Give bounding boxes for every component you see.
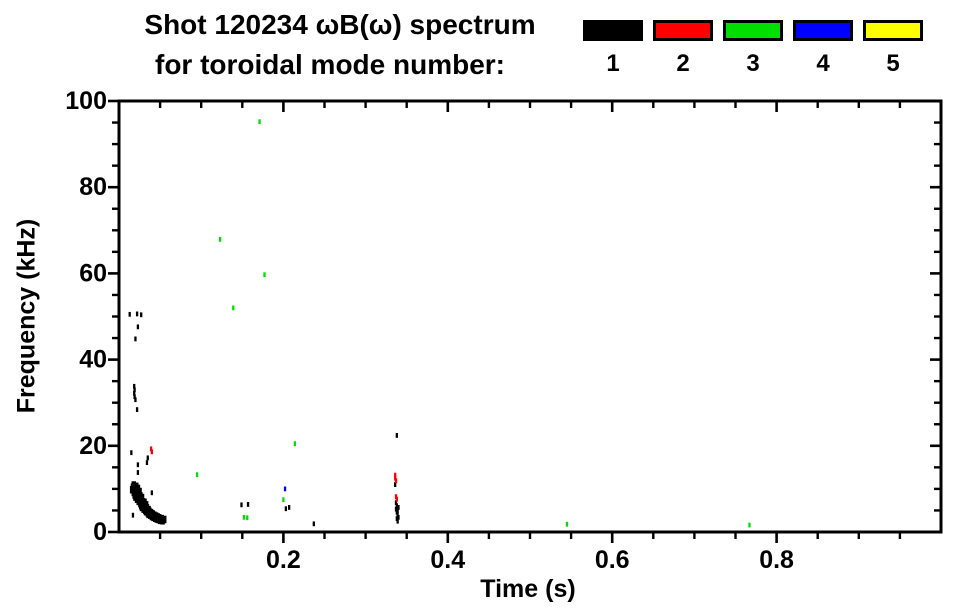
data-point-mode-1 — [140, 312, 143, 318]
data-point-mode-1 — [394, 482, 397, 487]
data-point-mode-4 — [283, 486, 287, 492]
legend-label: 4 — [816, 50, 830, 77]
data-point-mode-2 — [394, 478, 398, 484]
plot-title-line1: Shot 120234 ωB(ω) spectrum — [144, 9, 536, 40]
data-point-mode-1 — [395, 433, 398, 438]
legend-label: 3 — [746, 50, 760, 77]
legend-item-mode-3: 3 — [723, 20, 783, 76]
y-tick-label: 0 — [93, 518, 107, 546]
data-point-mode-1 — [139, 493, 145, 502]
data-point-mode-1 — [133, 387, 136, 393]
data-point-mode-3 — [282, 497, 285, 503]
legend-swatch — [583, 20, 643, 41]
legend-item-mode-4: 4 — [793, 20, 853, 76]
data-point-mode-3 — [246, 515, 249, 521]
legend-item-mode-2: 2 — [653, 20, 713, 76]
data-point-mode-1 — [134, 336, 137, 342]
data-point-mode-1 — [284, 506, 288, 512]
y-tick-label: 60 — [79, 259, 107, 287]
data-point-mode-1 — [161, 515, 167, 524]
data-point-mode-3 — [195, 472, 199, 478]
data-point-mode-3 — [218, 236, 222, 242]
data-point-mode-1 — [396, 518, 399, 524]
data-point-mode-3 — [263, 272, 266, 278]
data-point-mode-2 — [150, 449, 154, 455]
data-point-mode-1 — [133, 394, 136, 400]
data-point-mode-1 — [396, 508, 399, 514]
data-point-mode-1 — [133, 390, 136, 396]
legend-swatch — [653, 20, 713, 41]
data-point-mode-1 — [136, 470, 140, 475]
legend-label: 2 — [676, 50, 690, 77]
data-point-mode-1 — [150, 490, 154, 496]
data-point-mode-1 — [288, 505, 291, 510]
data-point-mode-3 — [748, 522, 751, 528]
data-point-mode-1 — [128, 311, 131, 317]
x-tick-label: 0.2 — [266, 546, 301, 574]
data-point-mode-3 — [565, 521, 569, 527]
data-point-mode-1 — [135, 311, 139, 317]
data-point-mode-1 — [130, 450, 133, 456]
data-point-mode-3 — [242, 514, 246, 520]
y-tick-label: 20 — [79, 432, 107, 460]
data-point-mode-2 — [394, 472, 397, 478]
legend-item-mode-1: 1 — [583, 20, 643, 76]
x-tick-label: 0.4 — [430, 546, 465, 574]
data-point-mode-1 — [397, 514, 400, 520]
legend-label: 1 — [606, 50, 620, 77]
legend-swatch — [793, 20, 853, 41]
mode-color-legend: 1 2 3 4 5 — [583, 20, 923, 76]
x-tick-label: 0.6 — [595, 546, 630, 574]
data-point-mode-3 — [232, 305, 235, 311]
data-point-mode-3 — [293, 441, 297, 447]
data-point-mode-1 — [137, 487, 142, 496]
data-point-mode-3 — [258, 119, 261, 125]
legend-swatch — [863, 20, 923, 41]
data-point-mode-1 — [397, 505, 400, 510]
data-point-mode-1 — [395, 503, 398, 509]
data-point-mode-2 — [149, 446, 153, 452]
data-point-mode-1 — [135, 407, 139, 412]
axes-frame — [117, 99, 943, 534]
y-tick-label: 40 — [79, 346, 107, 374]
data-point-mode-2 — [395, 496, 398, 502]
data-point-mode-1 — [145, 460, 149, 466]
plot-title-line2: for toroidal mode number: — [155, 49, 505, 80]
data-point-mode-1 — [246, 502, 250, 507]
data-point-mode-1 — [136, 324, 140, 330]
legend-label: 5 — [886, 50, 900, 77]
data-point-mode-1 — [131, 481, 137, 489]
data-point-mode-1 — [395, 516, 398, 522]
data-point-mode-1 — [131, 512, 135, 518]
legend-swatch — [723, 20, 783, 41]
data-point-mode-1 — [146, 455, 149, 461]
data-point-mode-1 — [133, 383, 136, 389]
data-point-mode-1 — [394, 500, 398, 506]
y-tick-label: 80 — [79, 173, 107, 201]
y-tick-label: 100 — [65, 87, 107, 115]
x-axis-label: Time (s) — [480, 575, 576, 603]
data-point-mode-2 — [394, 494, 398, 500]
legend-item-mode-5: 5 — [863, 20, 923, 76]
data-point-mode-1 — [134, 397, 137, 403]
data-point-mode-1 — [394, 506, 398, 512]
data-point-mode-2 — [394, 475, 397, 481]
data-point-mode-1 — [240, 502, 243, 508]
data-point-mode-1 — [312, 521, 315, 527]
x-tick-label: 0.8 — [759, 546, 794, 574]
data-point-mode-1 — [136, 462, 140, 468]
